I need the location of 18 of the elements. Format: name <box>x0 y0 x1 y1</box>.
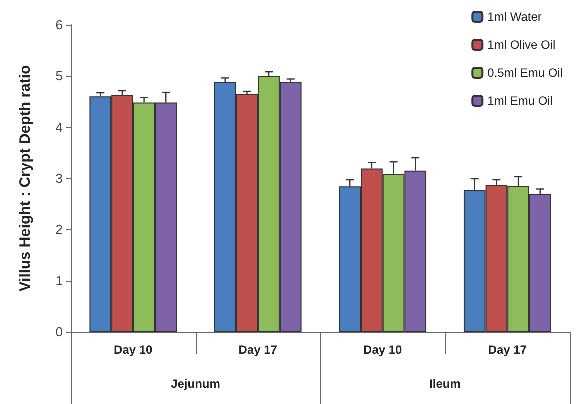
y-tick-label: 1 <box>56 273 63 288</box>
y-tick-label: 2 <box>56 222 63 238</box>
y-tick-label: 6 <box>56 18 63 32</box>
x-tick-label: Day 17 <box>238 343 278 357</box>
legend-label: 1ml Olive Oil <box>488 38 556 52</box>
y-tick-label: 0 <box>56 324 63 340</box>
legend-label: 1ml Emu Oil <box>488 94 553 108</box>
x-tick-label: Day 10 <box>364 343 403 357</box>
y-tick-label: 5 <box>56 68 63 84</box>
x-tick-label: Day 17 <box>488 343 528 357</box>
y-tick-label: 4 <box>56 120 63 135</box>
text: Ileum <box>430 377 461 391</box>
legend-label: 0.5ml Emu Oil <box>488 66 564 80</box>
text: Jejunum <box>171 377 220 391</box>
legend-label: 1ml Water <box>488 10 542 24</box>
y-axis-title: Villus Height : Crypt Depth ratio <box>17 65 34 292</box>
x-tick-label: Day 10 <box>114 343 154 357</box>
y-tick-label: 3 <box>56 171 63 186</box>
